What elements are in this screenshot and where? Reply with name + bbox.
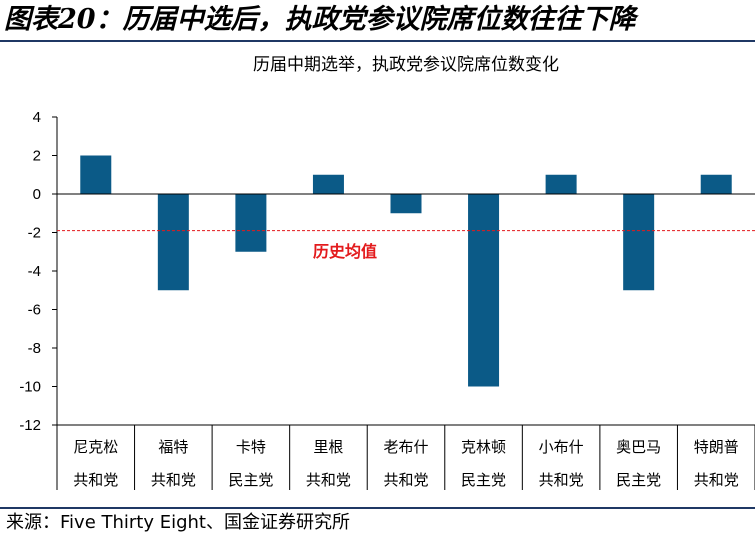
- y-tick-label: -8: [28, 340, 41, 357]
- category-party-label: 民主党: [228, 471, 273, 489]
- bar: [700, 174, 732, 194]
- y-tick-label: -2: [28, 225, 41, 242]
- category-party-label: 共和党: [151, 471, 196, 489]
- category-party-label: 共和党: [73, 471, 118, 489]
- category-label: 卡特: [236, 438, 266, 456]
- bar: [468, 194, 500, 387]
- bar: [80, 155, 112, 194]
- y-tick-label: -10: [19, 379, 41, 396]
- bar: [312, 174, 344, 194]
- y-tick-label: -6: [28, 302, 41, 319]
- title-divider: [0, 40, 755, 42]
- bar-chart: 历届中期选举，执政党参议院席位数变化 4 2 0 -2 -4 -6 -8 -10 -12 历史均…: [19, 55, 755, 490]
- bar: [157, 194, 189, 291]
- figure-title: 图表20：历届中选后，执政党参议院席位数往往下降: [4, 4, 636, 35]
- category-label: 福特: [158, 438, 188, 456]
- bar: [545, 174, 577, 194]
- category-label: 奥巴马: [616, 438, 661, 456]
- category-party-label: 共和党: [383, 471, 428, 489]
- bar: [623, 194, 655, 291]
- category-label: 克林顿: [461, 438, 506, 456]
- category-label: 特朗普: [694, 438, 739, 456]
- category-party-label: 民主党: [461, 471, 506, 489]
- bars-group: [80, 155, 732, 387]
- category-party-label: 共和党: [539, 471, 584, 489]
- category-label: 里根: [313, 438, 343, 456]
- bar: [235, 194, 267, 252]
- category-party-label: 共和党: [694, 471, 739, 489]
- category-label: 老布什: [383, 438, 428, 456]
- y-axis: 4 2 0 -2 -4 -6 -8 -10 -12: [19, 109, 58, 434]
- source-note: 来源：Five Thirty Eight、国金证券研究所: [6, 512, 350, 533]
- category-label: 尼克松: [73, 438, 118, 456]
- chart-title: 历届中期选举，执政党参议院席位数变化: [253, 55, 559, 75]
- y-tick-label: 0: [33, 186, 41, 203]
- reference-line-group: 历史均值: [57, 230, 755, 261]
- y-tick-label: -4: [28, 263, 41, 280]
- y-tick-label: -12: [19, 417, 41, 434]
- y-tick-label: 2: [33, 148, 41, 165]
- category-label: 小布什: [539, 438, 584, 456]
- category-party-label: 民主党: [616, 471, 661, 489]
- reference-line-label: 历史均值: [313, 242, 377, 261]
- bar: [390, 194, 422, 214]
- category-party-label: 共和党: [306, 471, 351, 489]
- y-tick-label: 4: [33, 109, 41, 126]
- source-divider: [0, 507, 755, 509]
